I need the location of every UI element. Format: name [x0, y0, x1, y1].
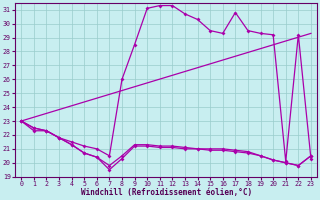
X-axis label: Windchill (Refroidissement éolien,°C): Windchill (Refroidissement éolien,°C) — [81, 188, 252, 197]
